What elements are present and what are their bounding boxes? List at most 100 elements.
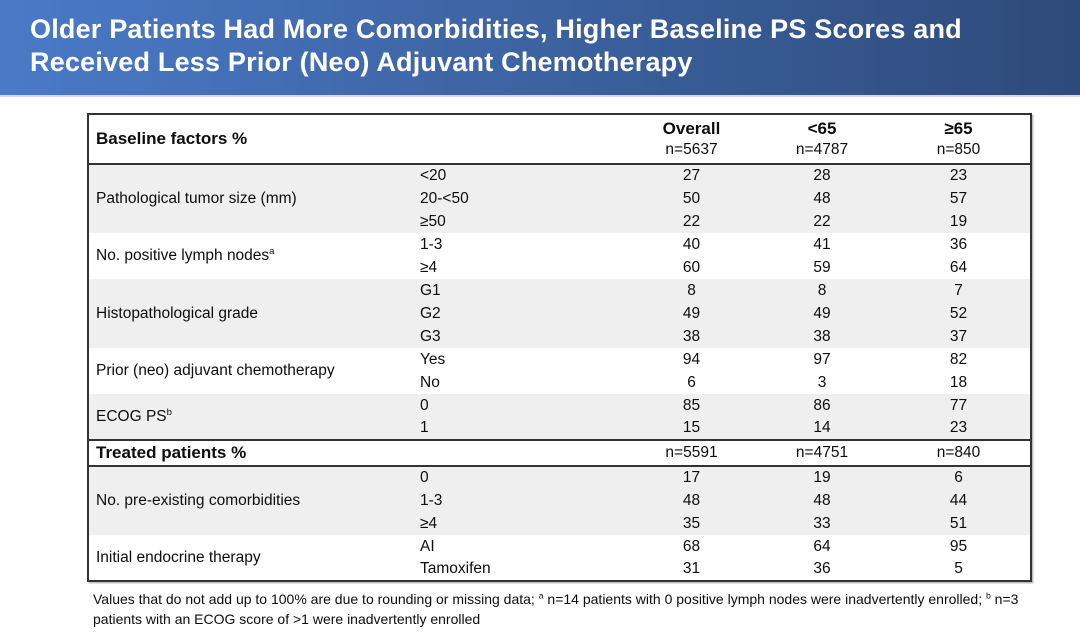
footnote-superscript-b: b bbox=[985, 590, 991, 601]
value-under65: 36 bbox=[813, 560, 831, 577]
category-cell: G2 bbox=[420, 304, 441, 322]
factor-label: Initial endocrine therapy bbox=[88, 535, 418, 581]
value-overall: 60 bbox=[682, 258, 701, 276]
category-cell: No bbox=[420, 373, 440, 391]
value-overall: 94 bbox=[682, 350, 701, 368]
category-cell: 20-<50 bbox=[420, 189, 469, 207]
table-header-row: Baseline factors % Overall n=5637 <65 n=… bbox=[88, 114, 1031, 165]
group-tumor-size: Pathological tumor size (mm) <20 27 28 2… bbox=[88, 164, 1031, 233]
value-under65: 86 bbox=[813, 396, 831, 414]
value-overall: 27 bbox=[682, 167, 701, 184]
value-under65: 59 bbox=[813, 258, 831, 276]
table-row: ≥4 35 33 51 bbox=[88, 512, 1031, 535]
value-under65: 64 bbox=[813, 537, 831, 555]
value-overall: 68 bbox=[682, 537, 701, 555]
category-cell: <20 bbox=[420, 167, 447, 184]
group-prior-chemo: Prior (neo) adjuvant chemotherapy Yes 94… bbox=[88, 348, 1031, 394]
factor-text: No. pre-existing comorbidities bbox=[96, 492, 301, 509]
category-cell: 1 bbox=[420, 419, 429, 436]
value-under65: 3 bbox=[817, 373, 827, 391]
category-cell: Yes bbox=[420, 350, 446, 368]
value-under65: 28 bbox=[813, 167, 831, 184]
value-under65: 41 bbox=[813, 235, 831, 253]
value-overall: 50 bbox=[682, 189, 701, 207]
category-cell: ≥50 bbox=[420, 212, 446, 230]
value-under65: 38 bbox=[813, 327, 831, 345]
value-over65: 44 bbox=[949, 491, 968, 509]
footnote-part3: n=3 patients with an ECOG score of >1 we… bbox=[93, 591, 1019, 627]
value-under65: 33 bbox=[813, 514, 831, 532]
column-header-over65-n: n=850 bbox=[936, 141, 981, 158]
treated-over65-n: n=840 bbox=[936, 444, 981, 461]
value-under65: 22 bbox=[813, 212, 831, 230]
factor-superscript: a bbox=[269, 245, 275, 257]
value-under65: 14 bbox=[813, 419, 831, 436]
table-row: ≥4 60 59 64 bbox=[88, 256, 1031, 279]
table-row: No. pre-existing comorbidities 0 17 19 6 bbox=[88, 466, 1031, 509]
group-comorbidities: No. pre-existing comorbidities 0 17 19 6… bbox=[88, 466, 1031, 535]
footnote-superscript-a: a bbox=[538, 590, 544, 601]
value-over65: 36 bbox=[949, 235, 968, 253]
value-overall: 38 bbox=[682, 327, 701, 345]
factor-text: Histopathological grade bbox=[96, 304, 258, 322]
value-over65: 52 bbox=[949, 304, 968, 322]
footnote-part2: n=14 patients with 0 positive lymph node… bbox=[543, 591, 986, 607]
table-row: ≥50 22 22 19 bbox=[88, 210, 1031, 233]
category-cell: AI bbox=[420, 537, 435, 555]
group-endocrine-therapy: Initial endocrine therapy AI 68 64 95 Ta… bbox=[88, 535, 1031, 581]
column-header-over65-label: ≥65 bbox=[944, 119, 973, 138]
value-under65: 19 bbox=[813, 469, 831, 486]
slide-title-banner: Older Patients Had More Comorbidities, H… bbox=[0, 0, 1080, 95]
category-cell: 1-3 bbox=[420, 235, 443, 253]
table-row: 1 15 14 23 bbox=[88, 417, 1031, 440]
value-overall: 8 bbox=[687, 281, 696, 299]
factor-label: No. pre-existing comorbidities bbox=[88, 466, 418, 535]
value-under65: 97 bbox=[813, 350, 831, 368]
category-cell: 0 bbox=[420, 469, 429, 486]
factor-text: Pathological tumor size (mm) bbox=[96, 190, 297, 207]
baseline-factors-table: Baseline factors % Overall n=5637 <65 n=… bbox=[87, 113, 1032, 582]
value-over65: 18 bbox=[949, 373, 968, 391]
table-row: Initial endocrine therapy AI 68 64 95 bbox=[88, 535, 1031, 566]
column-header-overall: Overall n=5637 bbox=[626, 114, 757, 165]
factor-label: No. positive lymph nodesa bbox=[88, 233, 418, 279]
factor-text: Prior (neo) adjuvant chemotherapy bbox=[96, 362, 335, 379]
treated-patients-section: Treated patients % n=5591 n=4751 n=840 bbox=[88, 440, 1031, 466]
category-cell: G1 bbox=[420, 281, 441, 299]
value-under65: 48 bbox=[813, 491, 831, 509]
treated-under65-n: n=4751 bbox=[795, 444, 849, 461]
category-cell: 0 bbox=[420, 396, 429, 414]
category-cell: G3 bbox=[420, 327, 441, 345]
table-row: No. positive lymph nodesa 1-3 40 41 36 bbox=[88, 233, 1031, 265]
column-header-under65-label: <65 bbox=[807, 119, 837, 138]
value-over65: 5 bbox=[954, 560, 963, 577]
column-header-under65: <65 n=4787 bbox=[757, 114, 887, 165]
column-header-overall-n: n=5637 bbox=[665, 141, 718, 158]
treated-overall-n: n=5591 bbox=[665, 444, 718, 461]
value-over65: 37 bbox=[949, 327, 968, 345]
footnote: Values that do not add up to 100% are du… bbox=[93, 590, 1041, 629]
factor-label: Pathological tumor size (mm) bbox=[88, 164, 418, 233]
treated-patients-label: Treated patients % bbox=[96, 443, 247, 462]
group-lymph-nodes: No. positive lymph nodesa 1-3 40 41 36 ≥… bbox=[88, 233, 1031, 279]
value-overall: 31 bbox=[682, 560, 701, 577]
value-overall: 85 bbox=[682, 396, 701, 414]
value-under65: 48 bbox=[813, 189, 831, 207]
group-grade: Histopathological grade G1 8 8 7 G2 49 4… bbox=[88, 279, 1031, 348]
value-overall: 49 bbox=[682, 304, 701, 322]
category-cell: 1-3 bbox=[420, 491, 443, 509]
category-cell: ≥4 bbox=[420, 258, 438, 276]
value-under65: 49 bbox=[813, 304, 831, 322]
category-cell: Tamoxifen bbox=[420, 560, 491, 577]
value-overall: 40 bbox=[682, 235, 701, 253]
value-over65: 51 bbox=[949, 514, 968, 532]
banner-bottom-highlight bbox=[0, 95, 1080, 97]
factor-text: Initial endocrine therapy bbox=[96, 548, 261, 566]
table-row: Prior (neo) adjuvant chemotherapy Yes 94… bbox=[88, 348, 1031, 380]
table-row: 20-<50 50 48 57 bbox=[88, 187, 1031, 210]
group-ecog-ps: ECOG PSb 0 85 86 77 1 15 14 23 bbox=[88, 394, 1031, 440]
factor-text: ECOG PS bbox=[96, 407, 167, 425]
value-over65: 19 bbox=[949, 212, 968, 230]
treated-patients-row: Treated patients % n=5591 n=4751 n=840 bbox=[88, 440, 1031, 466]
